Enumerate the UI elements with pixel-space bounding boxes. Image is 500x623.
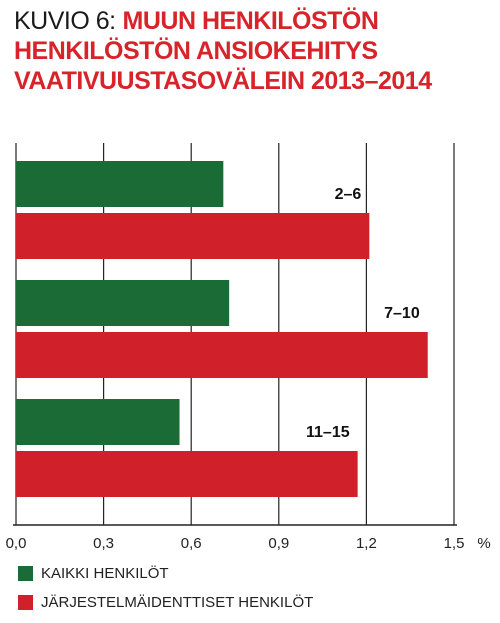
x-unit-label: %	[477, 535, 490, 552]
legend-item-jarjestelma: JÄRJESTELMÄIDENTTISET HENKILÖT	[18, 594, 313, 611]
legend-item-kaikki: KAIKKI HENKILÖT	[18, 565, 169, 582]
title-line-1: KUVIO 6: MUUN HENKILÖSTÖN	[14, 6, 494, 36]
x-tick-label: 0,9	[268, 535, 289, 552]
x-tick-label: 1,5	[444, 535, 465, 552]
category-label: 11–15	[306, 424, 350, 441]
category-label: 2–6	[335, 186, 362, 203]
legend-label-jarjestelma: JÄRJESTELMÄIDENTTISET HENKILÖT	[41, 594, 314, 611]
bar	[16, 161, 224, 207]
x-tick-label: 1,2	[356, 535, 377, 552]
bar	[16, 451, 358, 497]
title-text-1: MUUN HENKILÖSTÖN	[122, 7, 379, 35]
category-label: 7–10	[384, 305, 420, 322]
legend-label-kaikki: KAIKKI HENKILÖT	[41, 565, 169, 582]
bar	[16, 399, 180, 445]
chart-title: KUVIO 6: MUUN HENKILÖSTÖN HENKILÖSTÖN AN…	[14, 6, 494, 96]
title-prefix: KUVIO 6:	[14, 7, 116, 35]
x-tick-label: 0,3	[93, 535, 114, 552]
bar	[16, 213, 370, 259]
title-text-2: HENKILÖSTÖN ANSIOKEHITYS	[14, 37, 378, 65]
legend-swatch-jarjestelma	[18, 595, 33, 610]
bar	[16, 280, 230, 326]
x-tick-label: 0,0	[6, 535, 27, 552]
x-tick-label: 0,6	[181, 535, 202, 552]
bar	[16, 332, 428, 378]
title-text-3: VAATIVUUSTASOVÄLEIN 2013–2014	[14, 67, 432, 95]
legend-swatch-kaikki	[18, 566, 33, 581]
